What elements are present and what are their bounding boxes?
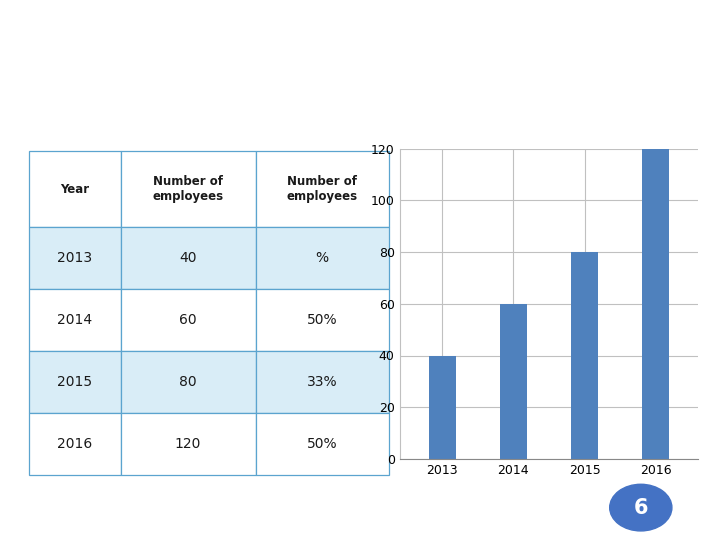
Text: 80: 80 — [179, 375, 197, 389]
Bar — [642, 148, 669, 459]
Bar — [121, 151, 256, 227]
Text: %: % — [315, 251, 329, 265]
Bar — [121, 413, 256, 475]
Text: 2015: 2015 — [57, 375, 92, 389]
Bar — [256, 227, 389, 289]
Text: Human Resource: Human Resource — [235, 33, 485, 59]
Text: 2016: 2016 — [57, 437, 92, 451]
Bar — [571, 252, 598, 459]
Text: Year: Year — [60, 183, 89, 196]
Bar — [29, 351, 121, 413]
Bar — [121, 289, 256, 351]
Bar — [121, 351, 256, 413]
Text: 2013: 2013 — [57, 251, 92, 265]
Text: 40: 40 — [179, 251, 197, 265]
Bar — [256, 151, 389, 227]
Bar — [29, 289, 121, 351]
Text: 33%: 33% — [307, 375, 338, 389]
Bar — [256, 289, 389, 351]
Text: 120: 120 — [175, 437, 202, 451]
Bar — [500, 303, 527, 459]
Bar — [29, 227, 121, 289]
Text: 6: 6 — [634, 497, 648, 518]
Text: 50%: 50% — [307, 313, 338, 327]
Bar — [29, 413, 121, 475]
Bar — [429, 355, 456, 459]
Text: 60: 60 — [179, 313, 197, 327]
Text: 50%: 50% — [307, 437, 338, 451]
Text: Number of
employees: Number of employees — [287, 176, 358, 203]
Bar — [256, 351, 389, 413]
Bar — [29, 151, 121, 227]
Bar — [256, 413, 389, 475]
Bar — [121, 227, 256, 289]
Text: 2014: 2014 — [57, 313, 92, 327]
Text: Number of
employees: Number of employees — [153, 176, 224, 203]
Text: Human resource growth period 2012-2016: Human resource growth period 2012-2016 — [110, 93, 610, 113]
Circle shape — [610, 484, 672, 531]
